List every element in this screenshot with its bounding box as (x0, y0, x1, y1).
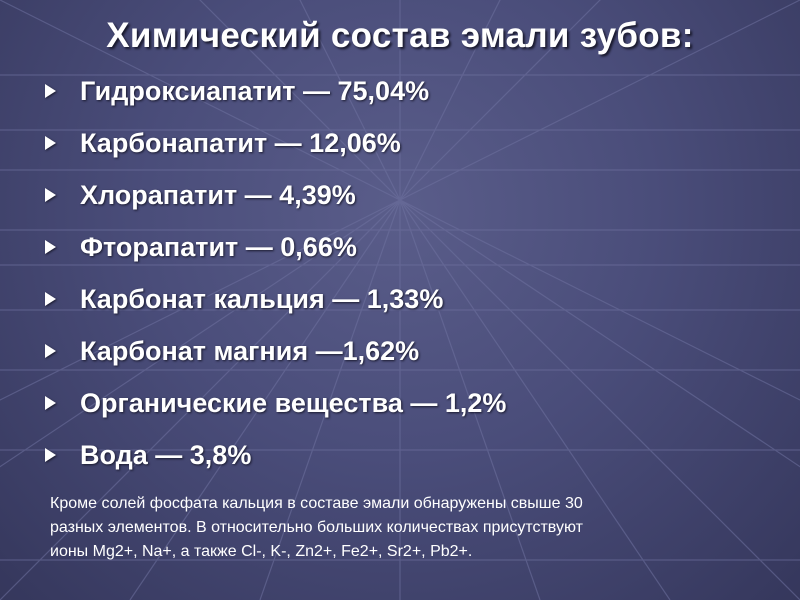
list-item: Хлорапатит — 4,39% (45, 169, 506, 221)
triangle-bullet-icon (45, 188, 56, 202)
triangle-bullet-icon (45, 448, 56, 462)
triangle-bullet-icon (45, 344, 56, 358)
list-item: Карбонат магния —1,62% (45, 325, 506, 377)
list-item-text: Карбонат магния —1,62% (80, 335, 420, 366)
list-item-text: Карбонапатит — 12,06% (80, 127, 401, 158)
footnote-line: Кроме солей фосфата кальция в составе эм… (50, 495, 583, 512)
list-item-text: Гидроксиапатит — 75,04% (80, 75, 430, 106)
triangle-bullet-icon (45, 292, 56, 306)
triangle-bullet-icon (45, 84, 56, 98)
bullet-list: Гидроксиапатит — 75,04% Карбонапатит — 1… (45, 65, 506, 481)
list-item: Карбонат кальция — 1,33% (45, 273, 506, 325)
triangle-bullet-icon (45, 136, 56, 150)
list-item-text: Вода — 3,8% (80, 439, 252, 470)
slide-title: Химический состав эмали зубов: (106, 16, 694, 55)
footnote-line: разных элементов. В относительно больших… (50, 519, 583, 536)
footnote-line: ионы Mg2+, Na+, а также Cl-, K-, Zn2+, F… (50, 543, 473, 560)
list-item: Фторапатит — 0,66% (45, 221, 506, 273)
list-item: Карбонапатит — 12,06% (45, 117, 506, 169)
list-item: Вода — 3,8% (45, 429, 506, 481)
list-item: Органические вещества — 1,2% (45, 377, 506, 429)
list-item-text: Фторапатит — 0,66% (80, 231, 357, 262)
list-item: Гидроксиапатит — 75,04% (45, 65, 506, 117)
list-item-text: Органические вещества — 1,2% (80, 387, 507, 418)
list-item-text: Хлорапатит — 4,39% (80, 179, 356, 210)
footnote: Кроме солей фосфата кальция в составе эм… (50, 492, 750, 564)
triangle-bullet-icon (45, 240, 56, 254)
list-item-text: Карбонат кальция — 1,33% (80, 283, 444, 314)
triangle-bullet-icon (45, 396, 56, 410)
